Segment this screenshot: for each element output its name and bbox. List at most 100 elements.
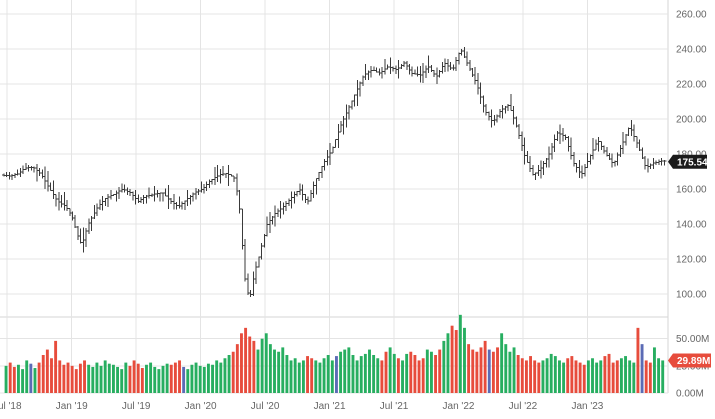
time-tick-label: Jan '21 <box>314 401 346 412</box>
volume-bar <box>520 358 524 393</box>
time-tick-label: Jul '21 <box>380 401 409 412</box>
volume-bar <box>578 362 582 393</box>
volume-bar <box>58 360 62 393</box>
time-tick-label: Jul '22 <box>509 401 538 412</box>
volume-bar <box>372 355 376 393</box>
volume-bar <box>301 360 305 393</box>
volume-bar <box>467 344 471 393</box>
volume-bar <box>132 360 136 393</box>
volume-bar <box>607 353 611 393</box>
volume-bar <box>512 347 516 393</box>
volume-bar <box>343 349 347 393</box>
volume-bar <box>87 364 91 393</box>
volume-bar <box>37 362 41 393</box>
volume-bar <box>227 355 231 393</box>
volume-bar <box>396 358 400 393</box>
volume-bar <box>128 365 132 393</box>
volume-bar <box>74 369 78 393</box>
volume-bar <box>190 364 194 393</box>
volume-bar <box>392 353 396 393</box>
volume-bar <box>636 327 640 393</box>
volume-bar <box>140 368 144 393</box>
price-tick-label: 220.00 <box>676 79 707 90</box>
volume-bar <box>446 333 450 393</box>
volume-bar <box>310 358 314 393</box>
volume-bar <box>657 358 661 393</box>
time-tick-label: Jan '20 <box>185 401 217 412</box>
volume-bar <box>471 349 475 393</box>
volume-bar <box>388 347 392 393</box>
volume-bar <box>116 366 120 393</box>
volume-bar <box>219 362 223 393</box>
volume-bar <box>417 360 421 393</box>
volume-bar <box>281 347 285 393</box>
volume-bar <box>458 314 462 393</box>
volume-bar <box>558 360 561 393</box>
volume-bar <box>421 358 425 393</box>
volume-bar <box>70 365 74 393</box>
price-tick-label: 160.00 <box>676 185 707 196</box>
volume-bar <box>425 349 429 393</box>
last-price-badge <box>668 154 707 169</box>
volume-bar <box>248 336 252 393</box>
volume-bar <box>240 333 243 393</box>
volume-bar <box>252 340 256 393</box>
volume-bar <box>653 347 656 393</box>
grid-layer <box>0 0 669 394</box>
volume-bar <box>624 356 627 393</box>
volume-bar <box>223 358 227 393</box>
volume-bar <box>206 363 210 393</box>
volume-bar <box>124 362 128 393</box>
volume-bar <box>66 362 70 393</box>
volume-bar <box>351 355 355 393</box>
volume-bar <box>29 363 33 393</box>
time-tick-label: Jan '22 <box>443 401 475 412</box>
volume-bar <box>475 351 479 393</box>
volume-bar <box>524 360 528 393</box>
volume-bar <box>161 365 165 393</box>
volume-bar <box>326 355 330 393</box>
volume-bar <box>611 362 615 393</box>
volume-bar <box>260 338 264 393</box>
volume-bar <box>153 366 157 393</box>
volume-bar <box>149 362 153 393</box>
last-volume-label: 29.89M <box>677 356 710 367</box>
time-tick-label: Jul '20 <box>251 401 280 412</box>
volume-bar <box>95 362 99 393</box>
volume-bar <box>78 363 82 393</box>
volume-bar <box>491 351 495 393</box>
volume-bar <box>182 366 186 393</box>
volume-bar <box>454 330 458 393</box>
volume-bar <box>368 349 371 393</box>
price-tick-label: 240.00 <box>676 44 707 55</box>
axis-labels: 260.00240.00220.00200.00180.00160.00140.… <box>0 9 709 412</box>
last-volume-badge <box>668 353 711 368</box>
volume-bar <box>335 356 338 393</box>
volume-bar <box>359 356 363 393</box>
volume-bar <box>429 351 433 393</box>
volume-bar <box>496 347 499 393</box>
volume-bar <box>339 351 343 393</box>
volume-bar <box>107 363 111 393</box>
volume-bar <box>648 362 652 393</box>
volume-bar <box>318 362 322 393</box>
volume-bar <box>289 360 293 393</box>
volume-bar <box>545 358 549 393</box>
volume-bar <box>376 358 380 393</box>
volume-bar <box>202 366 206 393</box>
volume-bar <box>566 358 570 393</box>
volume-bar <box>384 351 388 393</box>
volume-bar <box>401 360 404 393</box>
volume-bar <box>487 349 491 393</box>
volume-bar <box>306 356 309 393</box>
volume-bar <box>409 351 413 393</box>
volume-bar <box>644 360 648 393</box>
volume-bar <box>603 356 607 393</box>
volume-bar <box>91 366 95 393</box>
volume-bar <box>194 362 198 393</box>
volume-bar <box>355 360 359 393</box>
volume-bar <box>586 360 590 393</box>
volume-bar <box>537 362 541 393</box>
volume-bar <box>111 364 115 393</box>
